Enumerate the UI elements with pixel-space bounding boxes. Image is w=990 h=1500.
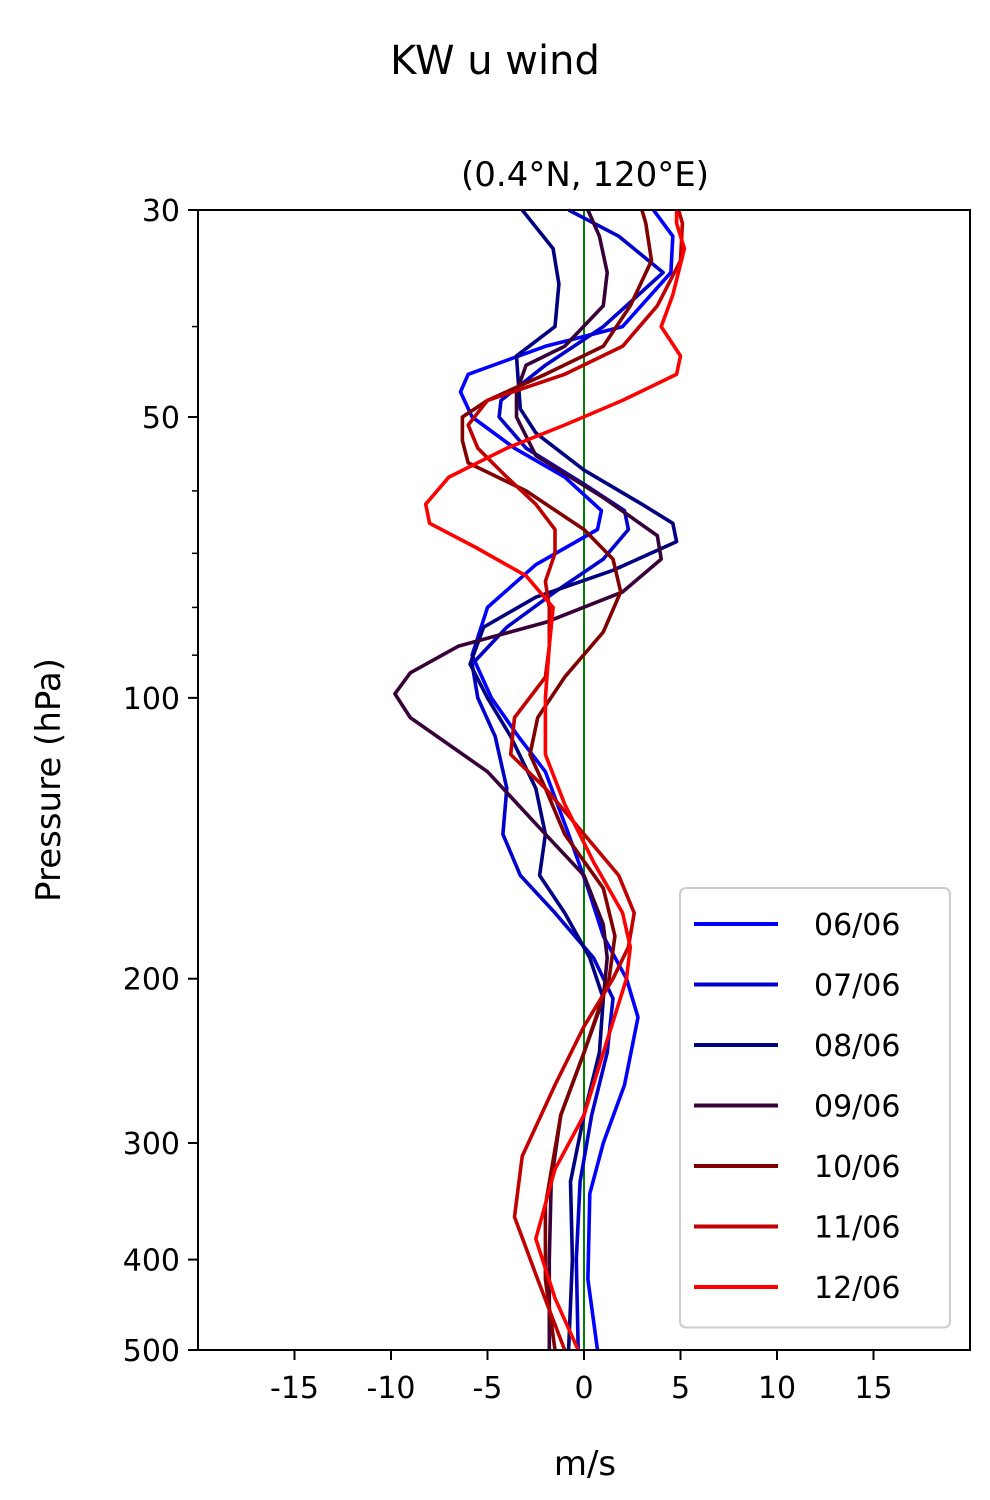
chart-title: KW u wind (390, 38, 600, 84)
x-tick-label: 0 (574, 1371, 593, 1406)
legend-label: 10/06 (814, 1150, 900, 1185)
x-tick-label: 10 (758, 1371, 796, 1406)
y-tick-label: 400 (123, 1244, 180, 1279)
legend-label: 09/06 (814, 1090, 900, 1125)
x-tick-label: -5 (473, 1371, 503, 1406)
x-axis-label: m/s (554, 1444, 616, 1484)
y-axis-label: Pressure (hPa) (29, 658, 69, 902)
legend-label: 11/06 (814, 1211, 900, 1246)
x-tick-label: -10 (367, 1371, 416, 1406)
plot-area: -15 -10 -5 0 5 10 15 30 50 100 200 300 400 500 (123, 194, 971, 1406)
series-line-2 (470, 208, 665, 1351)
y-tick-label: 300 (123, 1127, 180, 1162)
series-line-5 (460, 209, 654, 1351)
series-line-1 (458, 208, 675, 1351)
legend-box (679, 887, 951, 1329)
series-line-6 (466, 209, 685, 1351)
y-tick-label: 30 (142, 194, 180, 229)
x-tick-label: -15 (270, 1371, 319, 1406)
x-tick-label: 15 (854, 1371, 892, 1406)
x-tick-label: 5 (671, 1371, 690, 1406)
legend-label: 06/06 (814, 908, 900, 943)
y-tick-label: 200 (123, 963, 180, 998)
legend-label: 08/06 (814, 1029, 900, 1064)
legend-label: 12/06 (814, 1271, 900, 1306)
legend: 06/06 07/06 08/06 09/06 10/06 11/06 12/06 (679, 887, 951, 1329)
y-tick-label: 100 (123, 682, 180, 717)
series-line-7 (423, 210, 687, 1351)
series-line-3 (468, 208, 679, 1351)
legend-label: 07/06 (814, 969, 900, 1004)
axes-title: (0.4°N, 120°E) (461, 155, 709, 195)
y-tick-label: 50 (142, 401, 180, 436)
y-tick-label: 500 (123, 1334, 180, 1369)
